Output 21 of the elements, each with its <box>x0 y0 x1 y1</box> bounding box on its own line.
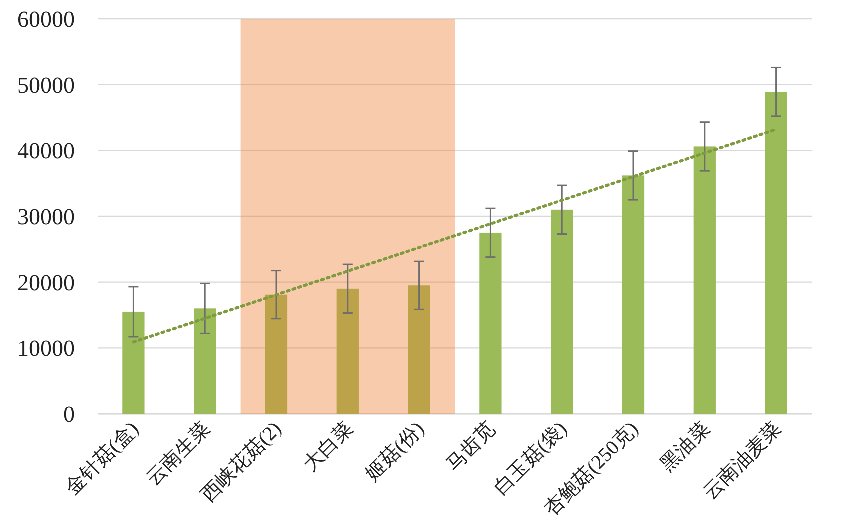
y-tick-label: 20000 <box>18 270 75 296</box>
y-tick-label: 60000 <box>18 7 75 32</box>
bar <box>408 286 430 414</box>
bar <box>622 176 645 414</box>
y-tick-label: 50000 <box>18 72 75 98</box>
bar <box>194 308 216 414</box>
bar <box>480 232 502 414</box>
x-tick-label: 黑油菜 <box>656 418 714 476</box>
bar <box>694 146 716 414</box>
bar <box>765 92 788 414</box>
bar <box>551 210 574 414</box>
y-tick-label: 30000 <box>18 204 75 230</box>
bar <box>265 294 288 414</box>
y-tick-label: 0 <box>64 402 75 427</box>
y-tick-label: 40000 <box>18 138 75 164</box>
x-tick-label: 大白菜 <box>299 418 358 476</box>
y-tick-label: 10000 <box>18 336 75 362</box>
x-tick-label: 姬菇(份) <box>361 418 429 486</box>
bar <box>336 288 359 414</box>
x-tick-label: 马齿苋 <box>442 418 500 476</box>
bar <box>122 312 145 414</box>
